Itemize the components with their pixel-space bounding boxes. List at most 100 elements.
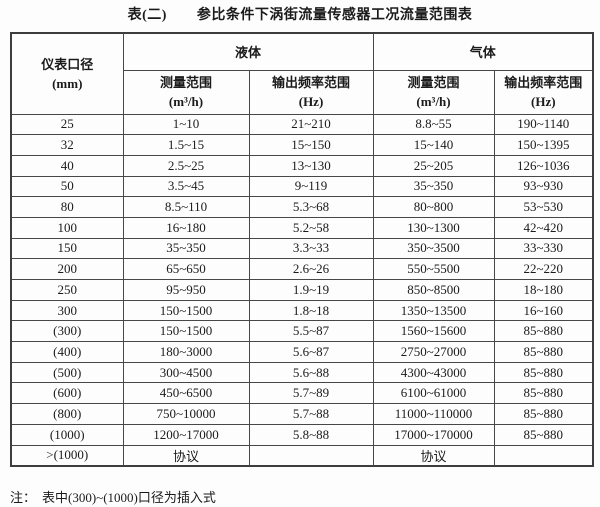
table-row: >(1000) 协议 协议 — [10, 444, 594, 467]
table-cell: 850~8500 — [372, 279, 495, 301]
table-cell: 200 — [10, 258, 124, 280]
title-text: 参比条件下涡街流量传感器工况流量范围表 — [196, 8, 473, 23]
table-cell: 2.5~25 — [122, 154, 250, 177]
table-cell: 9~119 — [248, 175, 374, 198]
table-cell: 21~210 — [248, 113, 374, 136]
header-liquid-measure-label: 测量范围 — [159, 75, 212, 90]
title-prefix: 表(二) — [127, 8, 167, 23]
table-cell: >(1000) — [10, 444, 124, 467]
table-cell: 1560~15600 — [372, 320, 495, 343]
header-liquid-measure: 测量范围 (m³/h) — [122, 69, 250, 115]
table-cell: 5.7~89 — [248, 382, 374, 405]
table-cell: 2750~27000 — [372, 341, 495, 363]
table-cell: 50 — [10, 175, 124, 198]
table-cell: 750~10000 — [122, 403, 250, 425]
table-cell: (600) — [10, 382, 124, 405]
table-cell: 5.2~58 — [248, 216, 374, 239]
table-note: 注： 表中(300)~(1000)口径为插入式 — [10, 487, 216, 506]
table-row: 80 8.5~110 5.3~68 80~800 53~530 — [10, 196, 594, 218]
table-cell: 85~880 — [493, 361, 594, 384]
table-row: 50 3.5~45 9~119 35~350 93~930 — [10, 175, 594, 198]
table-cell: 85~880 — [493, 341, 594, 363]
table-cell: 1~10 — [122, 113, 250, 136]
header-group-row: 仪表口径 (mm) 液体 气体 — [10, 32, 594, 115]
table-cell: 22~220 — [493, 258, 594, 280]
table-cell: 130~1300 — [372, 216, 495, 239]
table-cell: 25~205 — [372, 154, 495, 177]
table-cell: 8.5~110 — [122, 196, 250, 218]
header-diameter: 仪表口径 (mm) — [10, 32, 124, 115]
table-row: (1000) 1200~17000 5.8~88 17000~170000 85~880 — [10, 423, 594, 446]
table-cell: 15~140 — [372, 134, 495, 156]
table-cell — [493, 444, 594, 467]
table-cell: 4300~43000 — [372, 361, 495, 384]
table-cell: (300) — [10, 320, 124, 343]
table-row: (500) 300~4500 5.6~88 4300~43000 85~880 — [10, 361, 594, 384]
table-cell: 5.8~88 — [248, 423, 374, 446]
table-cell: 300~4500 — [122, 361, 250, 384]
table-cell: 42~420 — [493, 216, 594, 239]
header-gas-freq-unit: (Hz) — [531, 94, 556, 109]
table-cell: 150~1395 — [493, 134, 594, 156]
table-cell: 35~350 — [372, 175, 495, 198]
table-row: 100 16~180 5.2~58 130~1300 42~420 — [10, 216, 594, 239]
table-cell: 18~180 — [493, 279, 594, 301]
table-row: (800) 750~10000 5.7~88 11000~110000 85~880 — [10, 403, 594, 425]
table-cell: 15~150 — [248, 134, 374, 156]
table-cell: 300 — [10, 299, 124, 322]
table-cell: 32 — [10, 134, 124, 156]
table-cell: 550~5500 — [372, 258, 495, 280]
header-group-gas: 气体 — [372, 32, 594, 71]
table-cell: (500) — [10, 361, 124, 384]
table-row: (600) 450~6500 5.7~89 6100~61000 85~880 — [10, 382, 594, 405]
table-cell — [248, 444, 374, 467]
table-row: 250 95~950 1.9~19 850~8500 18~180 — [10, 279, 594, 301]
table-cell: 5.6~87 — [248, 341, 374, 363]
table-header: 仪表口径 (mm) 液体 气体 测量范围 (m³/h) 输出频率范围 (Hz) … — [10, 32, 594, 115]
table-cell: 1200~17000 — [122, 423, 250, 446]
page-title: 表(二) 参比条件下涡街流量传感器工况流量范围表 — [0, 4, 600, 24]
table-cell: 190~1140 — [493, 113, 594, 136]
note-prefix: 注： — [10, 490, 37, 505]
table-cell: 2.6~26 — [248, 258, 374, 280]
header-gas-freq: 输出频率范围 (Hz) — [493, 69, 594, 115]
table-cell: 85~880 — [493, 423, 594, 446]
header-group-liquid: 液体 — [122, 32, 374, 71]
table-cell: 5.6~88 — [248, 361, 374, 384]
table-cell: 150~1500 — [122, 299, 250, 322]
table-cell: 65~650 — [122, 258, 250, 280]
table-cell: (1000) — [10, 423, 124, 446]
table-cell: 80 — [10, 196, 124, 218]
table-cell: 16~160 — [493, 299, 594, 322]
table-row: (300) 150~1500 5.5~87 1560~15600 85~880 — [10, 320, 594, 343]
table-cell: 100 — [10, 216, 124, 239]
table-cell: 53~530 — [493, 196, 594, 218]
table-row: 300 150~1500 1.8~18 1350~13500 16~160 — [10, 299, 594, 322]
table-row: (400) 180~3000 5.6~87 2750~27000 85~880 — [10, 341, 594, 363]
table-cell: 13~130 — [248, 154, 374, 177]
table-cell: 16~180 — [122, 216, 250, 239]
table-cell: 6100~61000 — [372, 382, 495, 405]
table-cell: (800) — [10, 403, 124, 425]
header-liquid-freq: 输出频率范围 (Hz) — [248, 69, 374, 115]
table-cell: 250 — [10, 279, 124, 301]
table-cell: 17000~170000 — [372, 423, 495, 446]
table-cell: 80~800 — [372, 196, 495, 218]
table-cell: 180~3000 — [122, 341, 250, 363]
flow-range-table: 仪表口径 (mm) 液体 气体 测量范围 (m³/h) 输出频率范围 (Hz) … — [10, 32, 595, 467]
table-cell: 25 — [10, 113, 124, 136]
table-row: 150 35~350 3.3~33 350~3500 33~330 — [10, 237, 594, 260]
header-gas-measure: 测量范围 (m³/h) — [372, 69, 495, 115]
table-cell: 85~880 — [493, 382, 594, 405]
header-liquid-freq-unit: (Hz) — [298, 94, 324, 109]
table-cell: 126~1036 — [493, 154, 594, 177]
table-cell: 150~1500 — [122, 320, 250, 343]
table-cell: (400) — [10, 341, 124, 363]
table-cell: 40 — [10, 154, 124, 177]
table-cell: 35~350 — [122, 237, 250, 260]
table-cell: 协议 — [122, 444, 250, 467]
header-diameter-label: 仪表口径 — [41, 56, 94, 72]
table-cell: 5.3~68 — [248, 196, 374, 218]
table-row: 40 2.5~25 13~130 25~205 126~1036 — [10, 154, 594, 177]
table-row: 32 1.5~15 15~150 15~140 150~1395 — [10, 134, 594, 156]
